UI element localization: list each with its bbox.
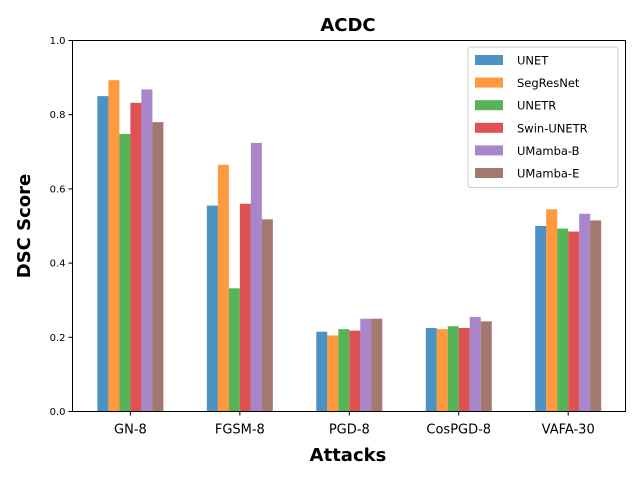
- bar-umamba-e-pgd-8: [371, 318, 383, 412]
- legend-label: UNET: [517, 54, 549, 68]
- bar-unet-cospgd-8: [425, 328, 437, 412]
- bar-swin-unetr-pgd-8: [349, 330, 361, 412]
- bar-unet-vafa-30: [535, 226, 547, 412]
- bar-segresnet-fgsm-8: [217, 164, 229, 412]
- y-tick-label: 0.0: [50, 407, 66, 418]
- legend-label: UNETR: [517, 99, 556, 113]
- bar-swin-unetr-cospgd-8: [458, 328, 470, 412]
- bar-unet-pgd-8: [316, 331, 328, 412]
- bar-segresnet-gn-8: [108, 80, 120, 412]
- y-tick-label: 0.6: [50, 184, 66, 195]
- bars-group: [97, 80, 602, 412]
- y-axis-title: DSC Score: [14, 174, 35, 278]
- bar-segresnet-pgd-8: [327, 335, 339, 412]
- legend-box: [467, 46, 619, 189]
- legend-label: SegResNet: [517, 76, 580, 90]
- bar-segresnet-vafa-30: [546, 209, 558, 412]
- bar-umamba-b-gn-8: [141, 89, 153, 412]
- bar-unetr-cospgd-8: [447, 326, 459, 412]
- legend-swatch: [475, 100, 503, 111]
- y-axis: 0.0 0.2 0.4 0.6 0.8 1.0: [50, 36, 73, 418]
- x-tick-label: GN-8: [114, 423, 147, 438]
- plot-frame: [72, 40, 626, 412]
- bar-swin-unetr-gn-8: [130, 102, 142, 412]
- x-axis-title: Attacks: [310, 445, 387, 466]
- legend-swatch: [475, 122, 503, 133]
- x-tick-label: FGSM-8: [215, 423, 265, 438]
- bar-unet-gn-8: [97, 96, 109, 412]
- legend-swatch: [475, 55, 503, 65]
- bar-unet-fgsm-8: [206, 205, 218, 412]
- x-tick-label: CosPGD-8: [426, 423, 491, 438]
- bar-umamba-b-vafa-30: [579, 213, 591, 412]
- bar-umamba-e-fgsm-8: [261, 219, 273, 412]
- bar-umamba-b-pgd-8: [360, 318, 372, 412]
- y-tick-label: 0.2: [50, 333, 66, 344]
- legend-swatch: [475, 77, 503, 88]
- y-tick-label: 0.8: [50, 110, 66, 121]
- legend-label: UMamba-E: [517, 167, 579, 181]
- y-tick-label: 1.0: [50, 36, 66, 47]
- bar-umamba-e-cospgd-8: [480, 321, 492, 412]
- legend: UNET SegResNet UNETR Swin-UNETR UMamba-B UMam…: [467, 46, 619, 189]
- x-axis: GN-8 FGSM-8 PGD-8 CosPGD-8 VAFA-30: [114, 411, 595, 438]
- bar-swin-unetr-vafa-30: [568, 231, 580, 412]
- bar-segresnet-cospgd-8: [436, 329, 448, 412]
- x-tick-label: PGD-8: [329, 423, 370, 438]
- bar-unetr-pgd-8: [338, 329, 350, 412]
- legend-label: UMamba-B: [517, 144, 580, 158]
- bar-swin-unetr-fgsm-8: [239, 203, 251, 412]
- legend-label: Swin-UNETR: [517, 121, 588, 135]
- bar-umamba-e-vafa-30: [590, 220, 602, 412]
- bar-unetr-fgsm-8: [228, 288, 240, 412]
- bar-unetr-vafa-30: [557, 228, 569, 412]
- bar-umamba-e-gn-8: [152, 122, 164, 412]
- legend-swatch: [475, 168, 503, 178]
- chart-title: ACDC: [320, 15, 375, 36]
- legend-swatch: [475, 145, 503, 156]
- bar-umamba-b-cospgd-8: [469, 316, 481, 412]
- bar-umamba-b-fgsm-8: [250, 142, 262, 412]
- bar-unetr-gn-8: [119, 133, 131, 412]
- y-tick-label: 0.4: [50, 259, 66, 270]
- x-tick-label: VAFA-30: [542, 423, 595, 438]
